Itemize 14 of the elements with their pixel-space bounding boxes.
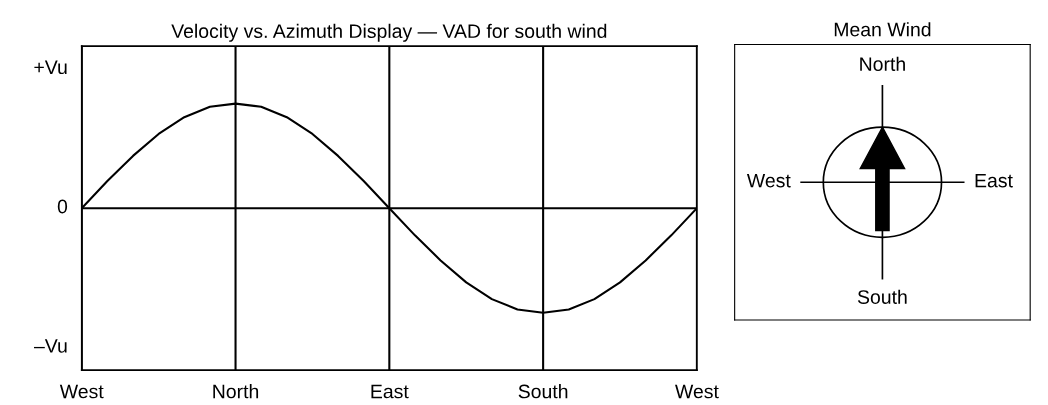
x-tick-label: West xyxy=(59,384,104,399)
text: +Vu xyxy=(34,60,67,75)
text: South xyxy=(857,289,907,304)
text: North xyxy=(860,56,905,71)
chart-title: Velocity vs. Azimuth Display — VAD for south wind xyxy=(171,23,607,42)
text: East xyxy=(975,173,1013,188)
x-tick-label: North xyxy=(213,384,259,399)
text: West xyxy=(746,173,791,188)
x-tick-label: East xyxy=(371,384,409,399)
text: –Vu xyxy=(33,339,67,353)
text: Mean Wind xyxy=(834,22,931,37)
text: 0 xyxy=(57,199,68,214)
x-tick-label: West xyxy=(675,384,719,399)
x-tick-label: South xyxy=(518,384,568,399)
